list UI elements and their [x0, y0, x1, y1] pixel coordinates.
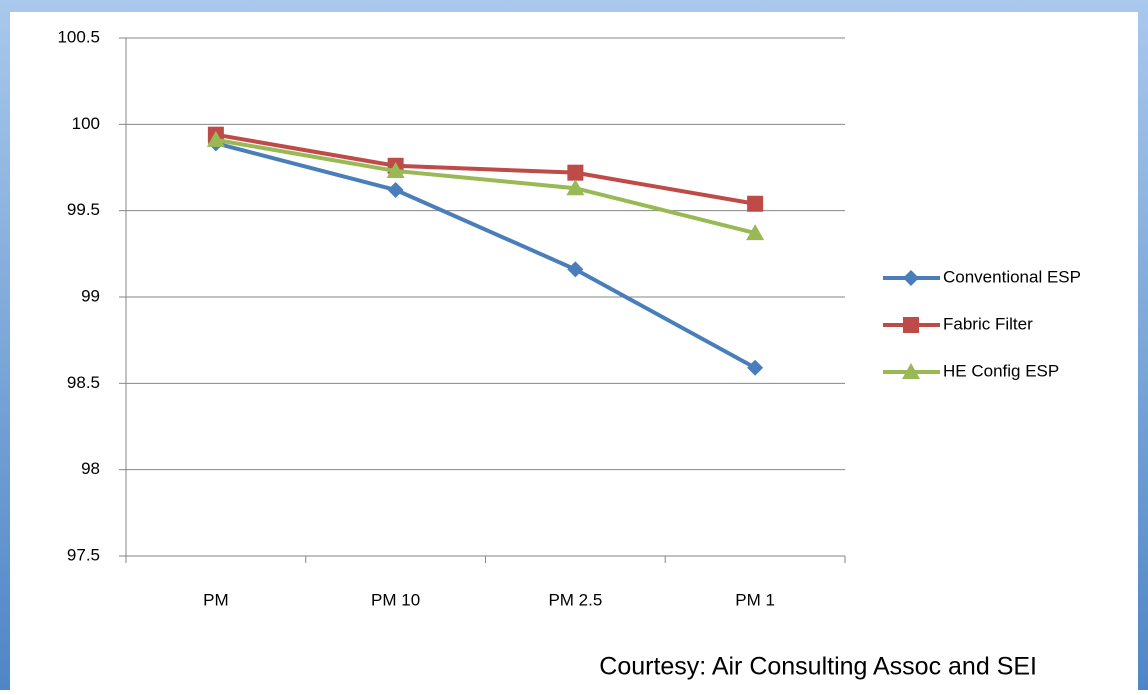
y-tick-label: 99	[81, 286, 100, 305]
legend-label: Fabric Filter	[943, 314, 1033, 333]
marker	[567, 261, 584, 278]
marker	[747, 359, 764, 376]
x-tick-label: PM	[203, 590, 229, 609]
marker	[902, 363, 920, 379]
x-tick-label: PM 10	[371, 590, 420, 609]
series-line	[215, 141, 757, 370]
marker	[903, 317, 919, 333]
marker	[903, 270, 919, 286]
marker	[386, 161, 405, 178]
x-tick-label: PM 1	[735, 590, 775, 609]
y-tick-label: 98	[81, 459, 100, 478]
y-tick-label: 97.5	[67, 545, 100, 564]
marker	[746, 224, 765, 241]
marker	[387, 181, 404, 198]
legend-label: Conventional ESP	[943, 267, 1081, 286]
marker	[566, 179, 585, 196]
chart-area	[10, 12, 1138, 690]
marker	[747, 195, 764, 212]
legend-label: HE Config ESP	[943, 361, 1059, 380]
marker	[567, 164, 584, 181]
y-tick-label: 98.5	[67, 373, 100, 392]
x-tick-label: PM 2.5	[548, 590, 602, 609]
y-tick-label: 99.5	[67, 200, 100, 219]
y-tick-label: 100	[72, 114, 100, 133]
series-line	[215, 137, 756, 236]
marker	[206, 130, 225, 147]
y-tick-label: 100.5	[57, 27, 100, 46]
annotation: Courtesy: Air Consulting Assoc and SEI	[599, 653, 1037, 681]
series-line	[215, 132, 756, 206]
